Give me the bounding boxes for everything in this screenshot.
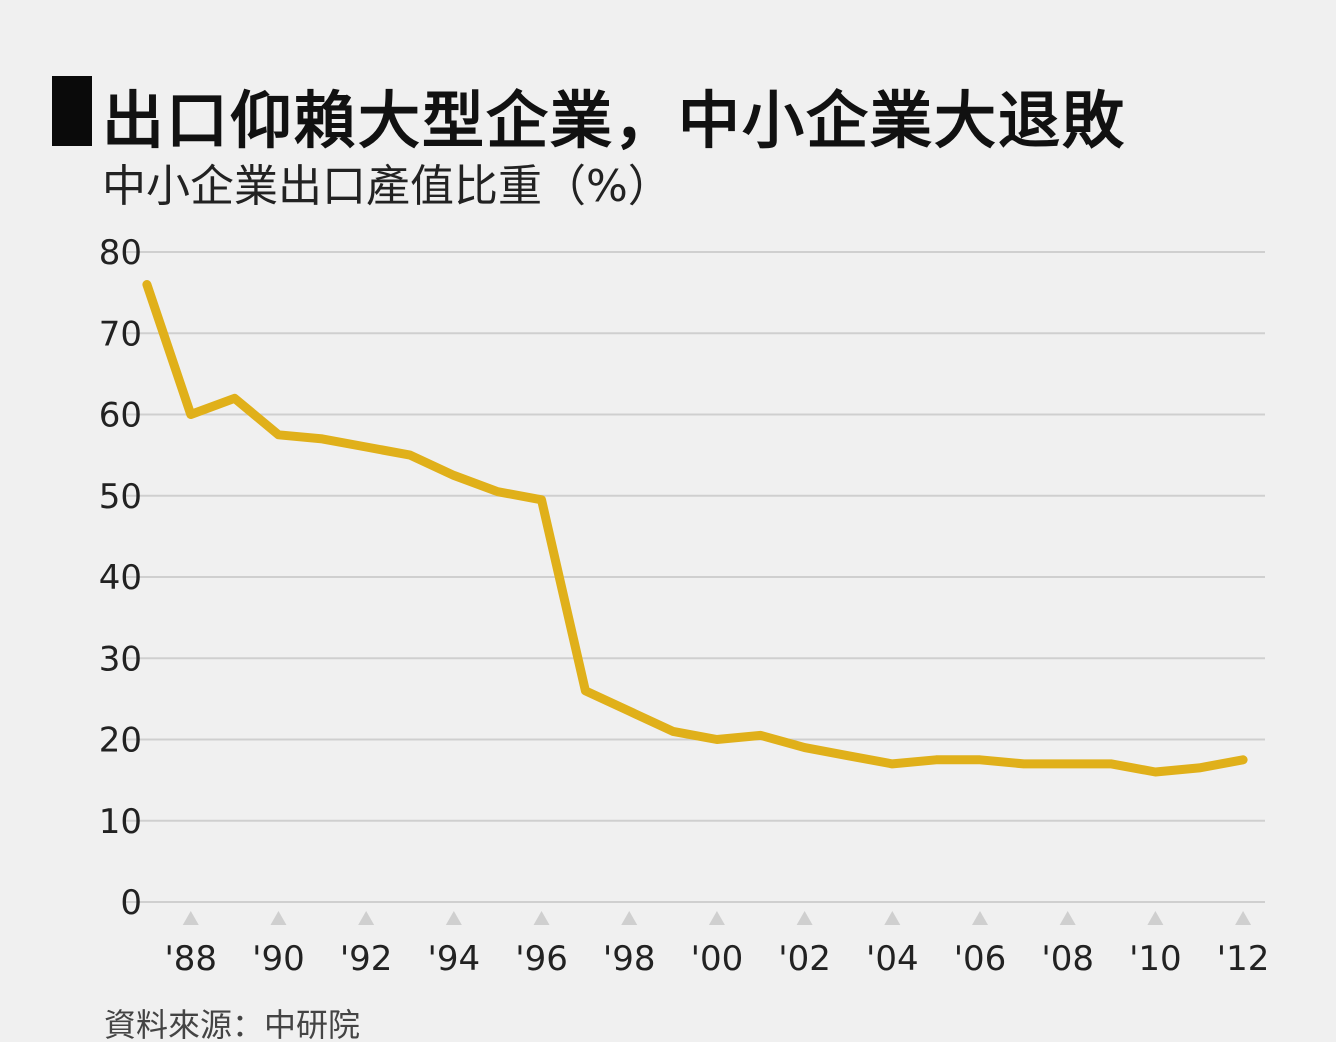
y-tick-label: 60 [99, 396, 142, 436]
y-tick-label: 40 [99, 558, 142, 598]
x-tick-label: '94 [428, 939, 481, 979]
x-tick-marker [796, 911, 813, 925]
x-tick-marker [445, 911, 462, 925]
x-tick-label: '90 [252, 939, 305, 979]
x-tick-marker [708, 911, 725, 925]
y-axis-ticks: 0 10 20 30 40 50 60 70 80 [99, 233, 142, 923]
grid-lines [125, 251, 1265, 903]
x-tick-label: '10 [1129, 939, 1182, 979]
y-tick-label: 0 [120, 883, 142, 923]
series-line [142, 280, 1248, 777]
x-tick-marker [884, 911, 901, 925]
x-axis-ticks: '88 '90 '92 '94 '96 '98 '00 '02 '04 '06 '08 '10 '12 [164, 939, 1269, 979]
y-tick-label: 70 [99, 314, 142, 354]
x-tick-marker [972, 911, 988, 925]
x-tick-label: '96 [515, 939, 568, 979]
x-tick-marker [358, 911, 375, 925]
x-tick-label: '04 [866, 939, 919, 979]
x-tick-marker [533, 911, 550, 925]
x-tick-label: '98 [603, 939, 656, 979]
series-layer [142, 280, 1248, 777]
y-tick-label: 30 [99, 639, 142, 679]
x-tick-label: '02 [778, 939, 831, 979]
x-tick-marker [621, 911, 638, 925]
y-tick-label: 10 [99, 802, 142, 842]
y-tick-label: 80 [99, 233, 142, 273]
y-tick-label: 50 [99, 477, 142, 517]
x-tick-marker [270, 911, 287, 925]
x-tick-marker [1235, 911, 1252, 925]
source-note: 資料來源：中研院 [104, 1006, 361, 1042]
x-tick-label: '00 [691, 939, 744, 979]
x-tick-marker [1147, 911, 1164, 925]
x-tick-marker [182, 911, 199, 925]
x-axis-markers [182, 911, 1252, 925]
x-tick-label: '88 [164, 939, 217, 979]
x-tick-label: '12 [1217, 939, 1270, 979]
title-accent-bar [52, 76, 92, 146]
x-tick-label: '08 [1041, 939, 1094, 979]
page-title: 出口仰賴大型企業，中小企業大退敗 [102, 84, 1127, 157]
x-tick-label: '06 [954, 939, 1007, 979]
x-tick-label: '92 [340, 939, 393, 979]
chart-subtitle: 中小企業出口產值比重（%） [102, 161, 672, 212]
x-tick-marker [1059, 911, 1076, 925]
y-tick-label: 20 [99, 721, 142, 761]
